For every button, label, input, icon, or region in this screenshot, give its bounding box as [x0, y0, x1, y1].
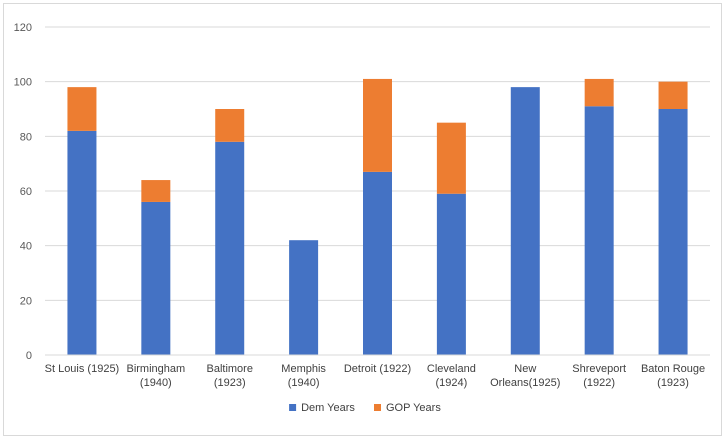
bar-dem-years [584, 106, 614, 356]
legend-label: Dem Years [301, 402, 355, 414]
bar-gop-years [67, 87, 97, 131]
legend-swatch-gop-years [374, 404, 381, 411]
y-tick-label: 80 [20, 131, 32, 143]
legend-label: GOP Years [386, 402, 441, 414]
bar-gop-years [215, 109, 245, 142]
bar-dem-years [436, 193, 466, 355]
bar-gop-years [436, 122, 466, 194]
bar-dem-years [141, 201, 171, 355]
bar-dem-years [658, 109, 688, 355]
x-category-label: Baton Rouge (1923) [641, 363, 705, 389]
bar-gop-years [658, 81, 688, 109]
bar-dem-years [289, 240, 319, 355]
legend-swatch-dem-years [289, 404, 297, 411]
bar-dem-years [363, 171, 392, 355]
bars [67, 78, 688, 356]
bar-dem-years [510, 87, 540, 355]
x-category-label: Detroit (1922) [344, 363, 411, 375]
x-category-label: Birmingham (1940) [126, 363, 185, 389]
x-category-label: Cleveland (1924) [427, 363, 476, 389]
y-tick-label: 60 [20, 186, 32, 198]
x-category-label: Shreveport (1922) [572, 363, 626, 389]
y-tick-label: 120 [14, 22, 32, 34]
bar-dem-years [67, 130, 97, 355]
x-category-label: Baltimore (1923) [206, 363, 252, 389]
bar-dem-years [215, 141, 245, 355]
x-category-label: New Orleans(1925) [490, 363, 560, 389]
y-axis-tick-labels: 0 20 40 60 80 100 120 [14, 22, 32, 362]
bar-gop-years [584, 78, 614, 107]
y-tick-label: 0 [26, 350, 32, 362]
bar-gop-years [141, 180, 171, 202]
bar-gop-years [363, 78, 392, 172]
y-tick-label: 20 [20, 295, 32, 307]
legend: Dem Years GOP Years [289, 402, 441, 414]
x-category-label: St Louis (1925) [45, 363, 120, 375]
x-axis-category-labels: St Louis (1925) Birmingham (1940) Baltimore… [45, 363, 706, 389]
y-tick-label: 40 [20, 241, 32, 253]
x-category-label: Memphis (1940) [281, 363, 326, 389]
y-tick-label: 100 [14, 77, 32, 89]
